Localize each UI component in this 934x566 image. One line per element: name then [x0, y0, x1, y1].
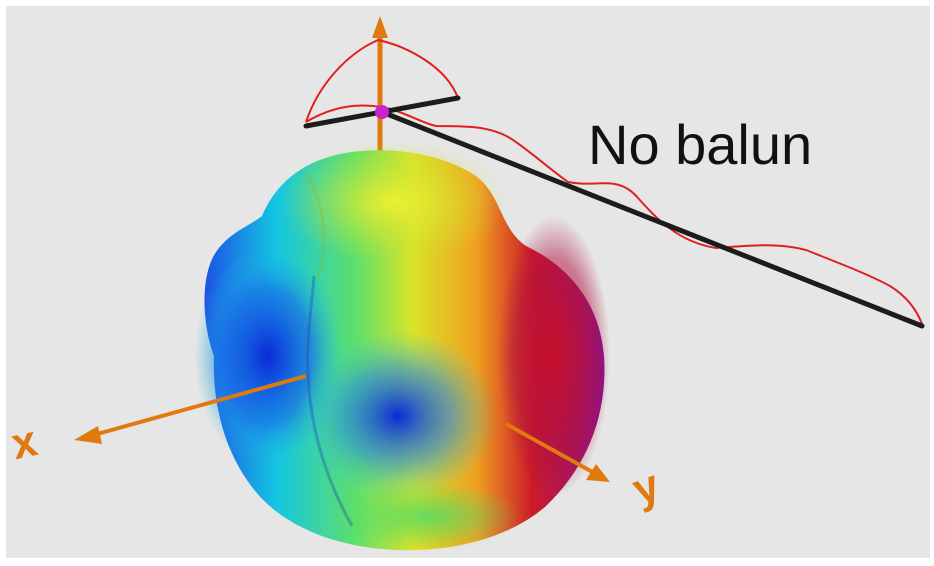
y-axis: [505, 422, 610, 482]
x-axis: [74, 374, 307, 444]
x-axis-label: x: [7, 416, 42, 469]
feed-point: [375, 105, 389, 119]
current-trace: [305, 38, 923, 325]
radiation-lobe: [194, 140, 610, 551]
caption-text: No balun: [588, 113, 813, 176]
3d-viewport: x y No balun: [6, 6, 930, 558]
radiation-pattern-scene: x y: [7, 16, 925, 551]
y-axis-label: y: [626, 460, 666, 515]
